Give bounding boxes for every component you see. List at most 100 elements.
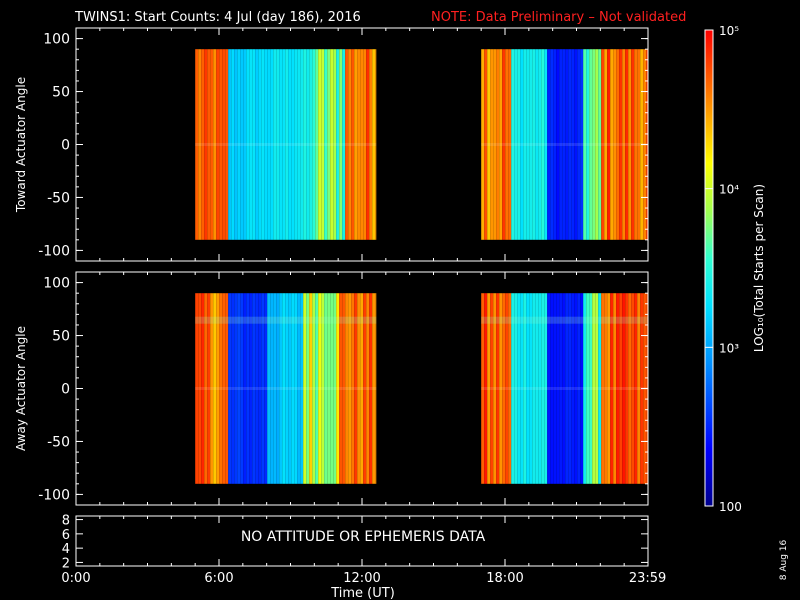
y-tick-label: 0: [61, 138, 70, 154]
heatmap-column: [348, 293, 352, 484]
heatmap-column: [267, 49, 271, 240]
heatmap-column: [553, 293, 557, 484]
heatmap-column: [306, 49, 310, 240]
heatmap-column: [372, 49, 376, 240]
heatmap-column: [484, 49, 488, 240]
heatmap-column: [363, 49, 367, 240]
heatmap-column: [222, 49, 226, 240]
heatmap-column: [366, 293, 370, 484]
heatmap-column: [523, 49, 527, 240]
y-tick-label: -100: [38, 243, 70, 259]
heatmap-column: [321, 293, 325, 484]
zero-angle-band: [481, 143, 648, 146]
heatmap-column: [544, 49, 548, 240]
heatmap-column: [333, 49, 337, 240]
heatmap-column: [565, 49, 569, 240]
y-tick-label: -50: [47, 434, 70, 450]
heatmap-column: [309, 49, 313, 240]
heatmap-column: [589, 293, 593, 484]
heatmap-column: [484, 293, 488, 484]
heatmap-column: [369, 293, 373, 484]
heatmap-column: [198, 293, 202, 484]
x-tick-label: 18:00: [486, 571, 523, 586]
heatmap-column: [207, 49, 211, 240]
heatmap-column: [487, 293, 491, 484]
heatmap-column: [631, 49, 635, 240]
no-data-message: NO ATTITUDE OR EPHEMERIS DATA: [241, 529, 486, 545]
zero-angle-band: [481, 387, 648, 390]
heatmap-column: [249, 293, 253, 484]
heatmap-column: [574, 293, 578, 484]
heatmap-column: [300, 49, 304, 240]
heatmap-column: [502, 293, 506, 484]
heatmap-column: [538, 49, 542, 240]
heatmap-column: [556, 293, 560, 484]
heatmap-column: [351, 49, 355, 240]
heatmap-column: [514, 293, 518, 484]
y-axis-label: Away Actuator Angle: [14, 326, 28, 451]
heatmap-column: [303, 49, 307, 240]
heatmap-column: [568, 293, 572, 484]
y-tick-label: 6: [62, 528, 70, 543]
heatmap-column: [595, 49, 599, 240]
heatmap-column: [526, 293, 530, 484]
heatmap-column: [327, 49, 331, 240]
preliminary-note: NOTE: Data Preliminary – Not validated: [431, 10, 686, 25]
heatmap-column: [240, 49, 244, 240]
heatmap-column: [517, 49, 521, 240]
heatmap-column: [538, 293, 542, 484]
heatmap-column: [204, 293, 208, 484]
heatmap-column: [601, 293, 605, 484]
heatmap-column: [523, 293, 527, 484]
heatmap-column: [619, 49, 623, 240]
heatmap-column: [586, 293, 590, 484]
heatmap-column: [276, 49, 280, 240]
heatmap-column: [297, 49, 301, 240]
heatmap-column: [294, 293, 298, 484]
heatmap-column: [306, 293, 310, 484]
heatmap-column: [195, 293, 199, 484]
heatmap-column: [610, 293, 614, 484]
heatmap-column: [261, 49, 265, 240]
heatmap-block: [195, 293, 377, 484]
heatmap-column: [213, 49, 217, 240]
heatmap-column: [237, 49, 241, 240]
heatmap-column: [312, 293, 316, 484]
heatmap-column: [505, 49, 509, 240]
heatmap-column: [261, 293, 265, 484]
heatmap-column: [613, 293, 617, 484]
heatmap-column: [342, 293, 346, 484]
heatmap-column: [291, 293, 295, 484]
heatmap-column: [592, 49, 596, 240]
heatmap-column: [493, 293, 497, 484]
y-tick-label: 2: [62, 556, 70, 571]
heatmap-column: [520, 49, 524, 240]
heatmap-column: [583, 293, 587, 484]
heatmap-column: [574, 49, 578, 240]
time-axis: Time (UT) 0:00 6:00 12:00 18:00 23:59: [61, 571, 666, 600]
heatmap-column: [246, 293, 250, 484]
colorbar: LOG₁₀(Total Starts per Scan) 10⁵ 10⁴ 10³ 10…: [704, 24, 766, 514]
heatmap-column: [255, 293, 259, 484]
y-tick-label: 50: [52, 329, 70, 345]
heatmap-column: [354, 293, 358, 484]
heatmap-column: [514, 49, 518, 240]
heatmap-column: [592, 293, 596, 484]
heatmap-column: [270, 293, 274, 484]
heatmap-column: [243, 293, 247, 484]
heatmap-column: [366, 49, 370, 240]
heatmap-column: [201, 49, 205, 240]
heatmap-column: [544, 293, 548, 484]
heatmap-column: [550, 293, 554, 484]
heatmap-column: [511, 49, 515, 240]
heatmap-column: [279, 293, 283, 484]
heatmap-column: [598, 49, 602, 240]
high-angle-band: [481, 316, 648, 324]
heatmap-column: [333, 293, 337, 484]
colorbar-tick-label: 10⁵: [719, 24, 739, 38]
x-tick-label: 12:00: [343, 571, 380, 586]
heatmap-column: [282, 293, 286, 484]
heatmap-column: [616, 293, 620, 484]
heatmap-column: [285, 293, 289, 484]
